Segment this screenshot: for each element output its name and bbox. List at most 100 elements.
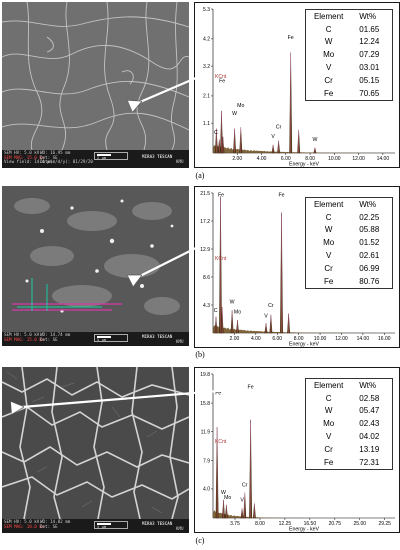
sem-badge: KMU xyxy=(176,526,184,531)
col-wt: Wt% xyxy=(359,11,377,21)
kcnt-label: KCnt xyxy=(215,256,227,262)
sem-badge: KMU xyxy=(176,159,184,164)
sem-brand: MIRA3 TESCAN xyxy=(142,521,173,526)
sem-scale-label: 5 µm xyxy=(97,523,107,529)
table-row: Fe 70.65 xyxy=(323,88,380,98)
peak-label: Cr xyxy=(242,483,248,489)
sem-brand: MIRA3 TESCAN xyxy=(142,334,173,339)
sem-badge: KMU xyxy=(176,339,184,344)
sem-det: Det: SE xyxy=(40,154,58,160)
sem-micrograph-a: SEM HV: 5.0 kV SEM MAG: 15.0 kx View fie… xyxy=(2,2,189,168)
col-wt: Wt% xyxy=(359,199,377,209)
x-axis-label: Energy - keV xyxy=(289,342,320,348)
y-tick-label: 17.2 xyxy=(200,219,210,225)
table-row: C 02.25 xyxy=(325,212,380,222)
x-tick-label: 8.00 xyxy=(305,156,315,162)
peak-label: Fe xyxy=(218,192,224,198)
table-row: Cr 05.15 xyxy=(324,75,380,85)
sem-brand: MIRA3 TESCAN xyxy=(142,154,173,159)
sem-scale-label: 2 µm xyxy=(97,154,107,160)
peak-label: W xyxy=(221,490,226,496)
spectrum-background xyxy=(213,510,395,518)
eds-plot-b: 4.3 8.6 12.9 17.2 21.5 2.00 4.00 6.00 8.00 10.00 1… xyxy=(200,191,395,348)
composition-table-b: Element Wt% C 02.25 W 05.88 Mo 01.52 V 02.61 … xyxy=(305,197,393,289)
panel-a: SEM HV: 5.0 kV SEM MAG: 15.0 kx View fie… xyxy=(0,0,400,182)
spectrum-background xyxy=(213,325,395,333)
sem-det: Det: SE xyxy=(40,336,58,342)
sem-scalebar-c: 5 µm xyxy=(94,521,128,529)
x-tick-label: 4.00 xyxy=(251,336,261,342)
kcnt-label: KCnt xyxy=(215,74,227,80)
table-row: W 12.24 xyxy=(324,37,380,47)
peak-label: Cr xyxy=(276,125,282,131)
col-element: Element xyxy=(313,199,344,209)
x-tick-label: 10.00 xyxy=(314,336,327,342)
peak-label: V xyxy=(271,134,275,140)
table-row: Fe 80.76 xyxy=(323,276,380,286)
panel-c: SEM HV: 5.0 kV SEM MAG: 10.0 kx WD: 14.8… xyxy=(0,364,400,550)
col-element: Element xyxy=(313,11,344,21)
composition-table-a: Element Wt% C 01.65 W 12.24 Mo 07.29 V 03.01 … xyxy=(305,9,393,101)
y-tick-label: 2.1 xyxy=(203,94,210,100)
peak-label: Fe xyxy=(278,192,284,198)
panel-b: SEM HV: 5.0 kV SEM MAG: 15.0 kx WD: 14.7… xyxy=(0,182,400,364)
y-tick-label: 4.3 xyxy=(203,303,210,309)
x-tick-label: 2.00 xyxy=(230,336,240,342)
table-row: Fe 72.31 xyxy=(323,457,380,467)
table-row: Mo 01.52 xyxy=(323,238,380,248)
table-row: W 05.47 xyxy=(324,406,380,416)
peak-label: Fe xyxy=(288,35,294,41)
y-tick-label: 8.6 xyxy=(203,275,210,281)
peak-label: W xyxy=(232,111,237,117)
x-tick-label: 16.50 xyxy=(304,521,317,527)
x-tick-label: 14.00 xyxy=(357,336,370,342)
x-tick-label: 16.00 xyxy=(378,336,391,342)
peak-label: Mo xyxy=(234,309,241,315)
peak-label: W xyxy=(312,137,317,143)
peak-label: Fe xyxy=(248,385,254,391)
x-tick-label: 10.00 xyxy=(328,156,341,162)
sem-hv: SEM HV: 5.0 kV xyxy=(4,150,40,155)
eds-plot-c: 4.0 7.9 11.9 15.8 19.8 3.75 8.00 12.25 16.50 20.7… xyxy=(200,372,395,532)
caption-a: (a) xyxy=(195,171,205,180)
x-tick-label: 6.00 xyxy=(281,156,291,162)
y-tick-label: 15.8 xyxy=(200,401,210,407)
sem-databar-c: SEM HV: 5.0 kV SEM MAG: 10.0 kx WD: 14.8… xyxy=(2,519,189,533)
y-tick-label: 3.2 xyxy=(203,64,210,70)
sem-mag: SEM MAG: 10.0 kx xyxy=(4,523,45,529)
x-tick-label: 8.00 xyxy=(294,336,304,342)
col-wt: Wt% xyxy=(359,380,377,390)
sem-mag: SEM MAG: 15.0 kx xyxy=(4,154,45,160)
table-row: Cr 06.99 xyxy=(324,263,380,273)
table-row: V 04.02 xyxy=(325,432,380,442)
spectrum-background xyxy=(213,144,395,153)
kcnt-label: KCnt xyxy=(215,439,227,445)
sem-databar-b: SEM HV: 5.0 kV SEM MAG: 15.0 kx WD: 14.7… xyxy=(2,332,189,346)
y-tick-label: 21.5 xyxy=(200,191,210,197)
y-tick-label: 4.0 xyxy=(203,487,210,493)
peak-label: Fe xyxy=(219,78,225,84)
peak-label: W xyxy=(230,300,235,306)
table-row: V 03.01 xyxy=(325,63,380,73)
sem-hv: SEM HV: 5.0 kV xyxy=(4,332,40,337)
x-tick-label: 14.00 xyxy=(377,156,390,162)
y-tick-label: 11.9 xyxy=(201,429,211,435)
caption-c: (c) xyxy=(195,536,205,545)
y-tick-label: 4.2 xyxy=(203,37,210,43)
sem-wd: WD: 14.74 mm xyxy=(40,332,71,337)
table-row: V 02.61 xyxy=(325,251,380,261)
table-row: Mo 02.43 xyxy=(323,419,380,429)
peak-label: Cr xyxy=(268,303,274,309)
x-tick-label: 3.75 xyxy=(230,521,240,527)
peak-label: Mo xyxy=(237,103,244,109)
sem-det: Det: SE xyxy=(40,523,58,529)
eds-plot-a: 1.1 2.1 3.2 4.2 5.3 2.00 4.00 6.00 8.00 10.00 12.0… xyxy=(203,7,395,168)
peak-label: V xyxy=(264,313,268,319)
x-tick-label: 29.25 xyxy=(378,521,391,527)
sem-scalebar-a: 2 µm xyxy=(94,152,128,160)
sem-scale-label: 5 µm xyxy=(97,336,107,342)
peak-label: V xyxy=(240,497,244,503)
peak-label: Mo xyxy=(224,495,231,501)
x-axis-label: Energy - keV xyxy=(289,162,320,168)
sem-mag: SEM MAG: 15.0 kx xyxy=(4,336,45,342)
